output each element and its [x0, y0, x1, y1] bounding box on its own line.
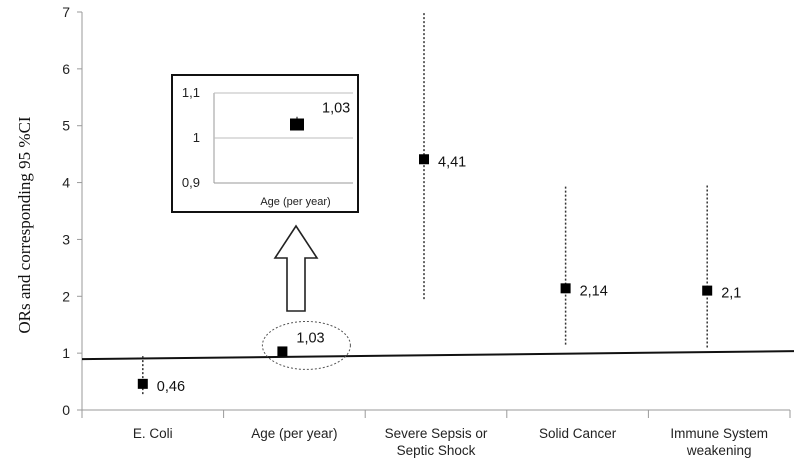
x-category-label: Solid Cancer	[539, 426, 617, 441]
y-axis-label: ORs and corresponding 95 %CI	[15, 116, 34, 334]
data-marks: 0,46 1,03 4,41 2,14 2,1	[81, 12, 795, 395]
axes: 0 1 2 3 4 5 6 7 E. Coli Age (per year) Severe Seps…	[62, 4, 791, 458]
x-category-label: Septic Shock	[397, 443, 476, 458]
odds-ratio-marker	[702, 285, 713, 296]
inset-zoom-panel: 0,9 1 1,1 1,03 Age (per year)	[171, 74, 359, 312]
odds-ratio-marker	[137, 378, 148, 389]
inset-y-tick-label: 1	[193, 130, 200, 145]
y-tick-label: 1	[62, 345, 70, 361]
y-tick-label: 3	[62, 231, 70, 247]
y-tick-label: 2	[62, 288, 70, 304]
inset-odds-ratio-marker	[290, 118, 304, 131]
y-tick-label: 7	[62, 4, 70, 20]
odds-ratio-marker	[277, 346, 288, 357]
zoom-arrow	[273, 224, 319, 312]
odds-ratio-marker	[419, 154, 429, 165]
reference-line-or-1	[81, 350, 795, 361]
odds-ratio-value-label: 0,46	[157, 379, 185, 395]
highlight-ellipse	[261, 320, 351, 370]
y-tick-label: 6	[62, 61, 70, 77]
inset-y-tick-label: 1,1	[182, 85, 200, 100]
y-tick-label: 5	[62, 118, 70, 134]
x-category-label: Immune System	[670, 426, 768, 441]
y-tick-label: 4	[62, 175, 70, 191]
inset-category-label: Age (per year)	[260, 196, 330, 208]
x-category-label: E. Coli	[133, 426, 173, 441]
inset-odds-ratio-value-label: 1,03	[322, 101, 350, 117]
odds-ratio-value-label: 4,41	[438, 154, 466, 170]
odds-ratio-marker	[560, 283, 571, 294]
odds-ratio-value-label: 2,1	[721, 286, 741, 302]
x-category-label: weakening	[686, 443, 752, 458]
inset-frame	[171, 74, 359, 213]
odds-ratio-value-label: 1,03	[296, 330, 324, 346]
x-category-label: Age (per year)	[251, 426, 337, 441]
y-tick-label: 0	[62, 402, 70, 418]
odds-ratio-value-label: 2,14	[580, 283, 608, 299]
inset-y-tick-label: 0,9	[182, 175, 200, 190]
x-category-label: Severe Sepsis or	[385, 426, 488, 441]
